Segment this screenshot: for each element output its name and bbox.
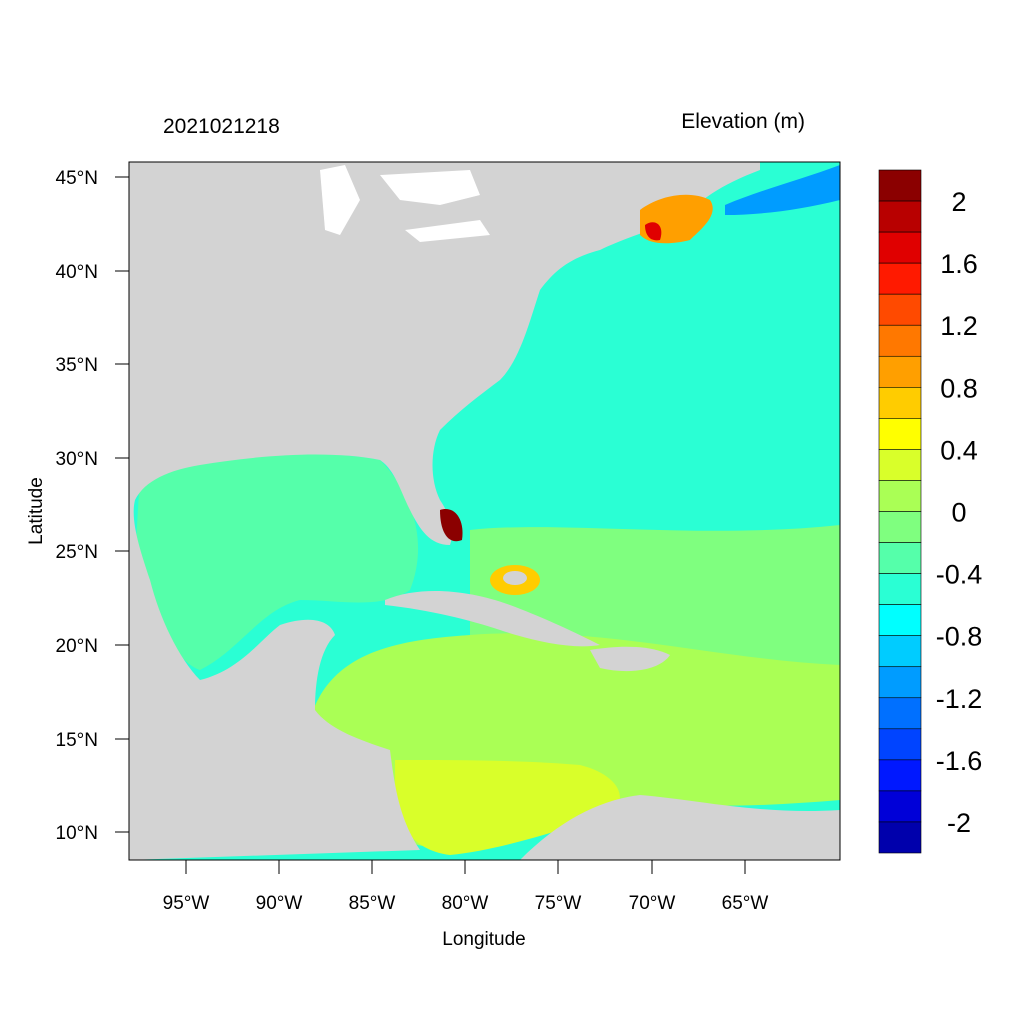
x-tick-label: 90°W — [256, 893, 303, 914]
y-tick-label: 45°N — [56, 168, 98, 189]
y-tick-label: 25°N — [56, 542, 98, 563]
x-axis: 95°W 90°W 85°W 80°W 75°W 70°W 65°W — [163, 860, 769, 914]
colorbar-swatch — [878, 480, 922, 512]
great-lakes — [320, 165, 490, 242]
colorbar-label: 0 — [951, 498, 966, 528]
gulf-of-mexico — [135, 454, 419, 670]
colorbar-swatch — [878, 542, 922, 574]
colorbar-swatch — [878, 666, 922, 699]
colorbar-swatch — [878, 231, 922, 264]
colorbar-swatch — [878, 511, 922, 543]
x-tick-label: 65°W — [722, 893, 769, 914]
colorbar-swatch — [878, 759, 922, 792]
colorbar-label: 1.6 — [940, 249, 978, 279]
x-tick-label: 95°W — [163, 893, 210, 914]
date-title: 2021021218 — [163, 115, 280, 138]
colorbar-label: -0.4 — [936, 560, 983, 590]
colorbar-swatch — [878, 697, 922, 730]
x-tick-label: 80°W — [442, 893, 489, 914]
south-caribbean-high — [395, 760, 620, 855]
colorbar-swatch — [878, 293, 922, 326]
south-florida-surge — [440, 509, 463, 542]
y-axis-label: Latitude — [26, 477, 47, 545]
south-america-land — [520, 795, 840, 860]
colorbar-swatch — [878, 573, 922, 605]
cape-cod-surge — [645, 222, 662, 241]
x-tick-label: 70°W — [629, 893, 676, 914]
colorbar: 2 1.6 1.2 0.8 0.4 0 -0.4 -0.8 -1.2 -1.6 -2 — [878, 169, 983, 854]
colorbar-swatch — [878, 449, 922, 481]
map-plot — [129, 162, 840, 860]
colorbar-swatch — [878, 790, 922, 823]
x-axis-label: Longitude — [442, 929, 525, 950]
colorbar-swatch — [878, 387, 922, 419]
colorbar-label: 1.2 — [940, 311, 978, 341]
colorbar-swatch — [878, 821, 922, 854]
colorbar-label: -1.6 — [936, 746, 983, 776]
y-axis: 45°N 40°N 35°N 30°N 25°N 20°N 15°N 10°N — [56, 168, 129, 844]
x-tick-label: 85°W — [349, 893, 396, 914]
colorbar-label: 0.4 — [940, 435, 978, 465]
colorbar-swatch — [878, 169, 922, 202]
colorbar-swatch — [878, 728, 922, 761]
colorbar-label: -2 — [947, 808, 971, 838]
y-tick-label: 10°N — [56, 823, 98, 844]
y-tick-label: 35°N — [56, 355, 98, 376]
colorbar-label: -1.2 — [936, 684, 983, 714]
colorbar-swatch — [878, 635, 922, 668]
cuba-land — [385, 590, 600, 647]
y-tick-label: 40°N — [56, 262, 98, 283]
colorbar-swatch — [878, 355, 922, 388]
colorbar-swatch — [878, 324, 922, 357]
hispaniola-land — [590, 646, 670, 672]
colorbar-label: 2 — [951, 187, 966, 217]
colorbar-label: 0.8 — [940, 373, 978, 403]
colorbar-swatch — [878, 200, 922, 233]
plot-frame — [128, 161, 841, 861]
colorbar-label: -0.8 — [936, 622, 983, 652]
y-tick-label: 20°N — [56, 636, 98, 657]
colorbar-swatch — [878, 262, 922, 295]
colorbar-swatch — [878, 604, 922, 636]
nova-scotia-low — [725, 165, 840, 215]
colorbar-swatch — [878, 418, 922, 450]
y-tick-label: 30°N — [56, 449, 98, 470]
bahamas-land — [503, 571, 527, 585]
x-tick-label: 75°W — [535, 893, 582, 914]
y-tick-label: 15°N — [56, 730, 98, 751]
variable-title: Elevation (m) — [681, 110, 805, 133]
